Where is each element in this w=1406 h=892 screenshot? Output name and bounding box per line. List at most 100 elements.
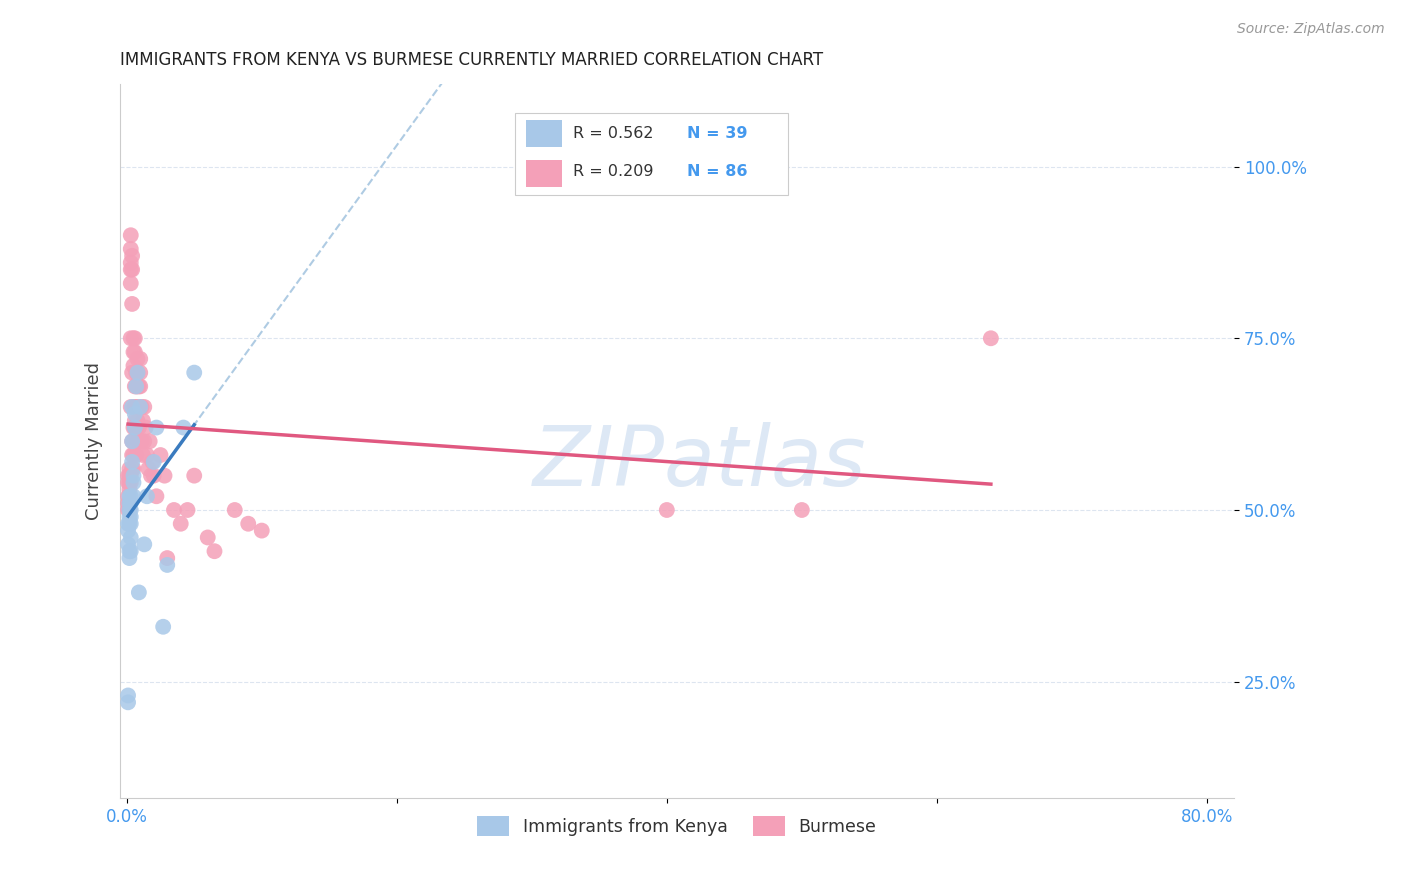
Point <box>129 366 152 380</box>
Point <box>118 551 141 566</box>
Point <box>117 524 139 538</box>
Point <box>120 544 142 558</box>
Point <box>170 516 193 531</box>
Point <box>124 400 146 414</box>
Point <box>128 585 150 599</box>
Point <box>117 475 139 490</box>
Point <box>120 475 142 490</box>
Point <box>120 228 142 243</box>
Point <box>136 462 159 476</box>
Point <box>122 475 145 490</box>
Point <box>124 379 146 393</box>
Point <box>117 496 139 510</box>
Legend: Immigrants from Kenya, Burmese: Immigrants from Kenya, Burmese <box>471 809 883 843</box>
Point <box>118 475 141 490</box>
Point <box>120 256 142 270</box>
Text: ZIPatlas: ZIPatlas <box>533 422 866 503</box>
Point <box>120 468 142 483</box>
Point <box>117 503 139 517</box>
Point <box>118 503 141 517</box>
Text: Source: ZipAtlas.com: Source: ZipAtlas.com <box>1237 22 1385 37</box>
Point <box>120 509 142 524</box>
Point <box>125 379 148 393</box>
Point <box>121 455 143 469</box>
Point <box>129 351 152 366</box>
Point <box>120 242 142 256</box>
Point <box>118 496 141 510</box>
Point <box>152 620 174 634</box>
Point <box>127 351 149 366</box>
Point <box>127 366 149 380</box>
Point <box>122 434 145 449</box>
Point <box>128 420 150 434</box>
Point <box>238 516 260 531</box>
Point <box>124 331 146 345</box>
Point <box>129 379 152 393</box>
Point <box>145 489 167 503</box>
Point <box>250 524 273 538</box>
Point <box>131 434 153 449</box>
Point <box>118 483 141 497</box>
Point <box>142 455 165 469</box>
Point <box>125 366 148 380</box>
Point <box>125 400 148 414</box>
Point <box>122 462 145 476</box>
Point <box>121 448 143 462</box>
Point <box>117 537 139 551</box>
Point <box>124 420 146 434</box>
Point <box>134 537 156 551</box>
Point <box>132 448 155 462</box>
Point <box>204 544 226 558</box>
Point <box>224 503 246 517</box>
Point <box>122 489 145 503</box>
Point <box>136 448 159 462</box>
Point <box>980 331 1002 345</box>
Point <box>122 420 145 434</box>
Point <box>132 414 155 428</box>
Point <box>121 400 143 414</box>
Point <box>655 503 678 517</box>
Point <box>118 496 141 510</box>
Point <box>124 345 146 359</box>
Point <box>121 434 143 449</box>
Point <box>125 448 148 462</box>
Point <box>118 489 141 503</box>
Point <box>120 531 142 545</box>
Point <box>120 503 142 517</box>
Point <box>136 489 159 503</box>
Point <box>142 468 165 483</box>
Point <box>122 468 145 483</box>
Point <box>124 407 146 421</box>
Point <box>183 468 205 483</box>
Point <box>163 503 186 517</box>
Point <box>127 434 149 449</box>
Point <box>124 400 146 414</box>
Point <box>121 297 143 311</box>
Point <box>172 420 194 434</box>
Point <box>131 400 153 414</box>
Point <box>156 558 179 572</box>
Point <box>120 400 142 414</box>
Point <box>122 448 145 462</box>
Point <box>121 462 143 476</box>
Point <box>176 503 198 517</box>
Point <box>120 496 142 510</box>
Point <box>124 420 146 434</box>
Point <box>139 468 162 483</box>
Point <box>125 379 148 393</box>
Point <box>125 420 148 434</box>
Point <box>790 503 813 517</box>
Point <box>120 262 142 277</box>
Y-axis label: Currently Married: Currently Married <box>86 362 103 520</box>
Point <box>118 509 141 524</box>
Point <box>149 448 172 462</box>
Point <box>118 516 141 531</box>
Point <box>135 420 157 434</box>
Point <box>118 544 141 558</box>
Point <box>121 249 143 263</box>
Point <box>117 516 139 531</box>
Point <box>122 359 145 373</box>
Point <box>183 366 205 380</box>
Point <box>127 414 149 428</box>
Point <box>120 277 142 291</box>
